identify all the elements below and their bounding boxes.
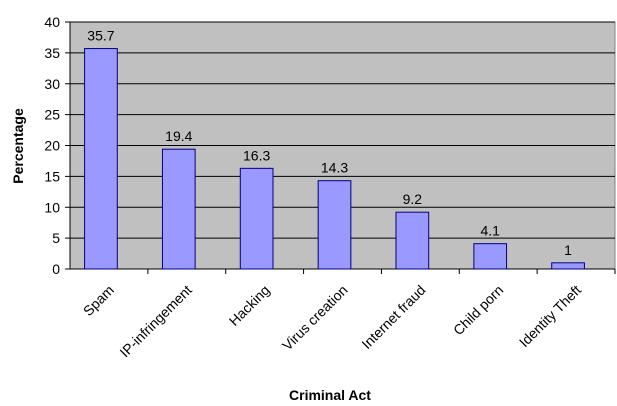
x-tick-label: Virus creation	[279, 282, 351, 354]
x-tick-label: Hacking	[226, 282, 273, 329]
y-axis-title: Percentage	[10, 108, 26, 184]
x-axis-title: Criminal Act	[289, 387, 371, 403]
data-label: 1	[564, 242, 572, 258]
x-tick-label: Internet fraud	[358, 282, 428, 352]
y-tick-label: 20	[44, 138, 60, 154]
y-tick-label: 35	[44, 45, 60, 61]
bars	[84, 48, 585, 270]
data-labels: 35.7 19.4 16.3 14.3 9.2 4.1 1	[87, 28, 572, 258]
y-tick-label: 30	[44, 76, 60, 92]
y-tick-label: 0	[52, 261, 60, 277]
gridlines	[65, 21, 616, 274]
y-tick-label: 15	[44, 168, 60, 184]
bar	[161, 148, 196, 270]
x-tick-label: Child porn	[450, 282, 506, 338]
y-tick-labels: 0 5 10 15 20 25 30 35 40	[44, 14, 60, 277]
data-label: 4.1	[480, 223, 500, 239]
data-label: 14.3	[321, 160, 348, 176]
x-tick-labels: Spam IP-infringement Hacking Virus creation…	[80, 282, 584, 361]
bar	[84, 48, 118, 270]
data-label: 19.4	[165, 128, 192, 144]
x-tick-label: IP-infringement	[116, 282, 195, 361]
bar	[473, 243, 508, 270]
y-tick-label: 10	[44, 199, 60, 215]
data-label: 35.7	[87, 28, 114, 44]
bar	[239, 167, 274, 270]
data-label: 9.2	[403, 191, 423, 207]
y-tick-label: 40	[44, 14, 60, 30]
y-tick-label: 5	[52, 230, 60, 246]
y-tick-label: 25	[44, 107, 60, 123]
x-tick-label: Spam	[80, 282, 117, 319]
bar	[395, 211, 430, 270]
data-label: 16.3	[243, 147, 270, 163]
x-tick-label: Identity Theft	[516, 282, 584, 350]
bar	[317, 180, 352, 270]
bar	[551, 262, 585, 270]
